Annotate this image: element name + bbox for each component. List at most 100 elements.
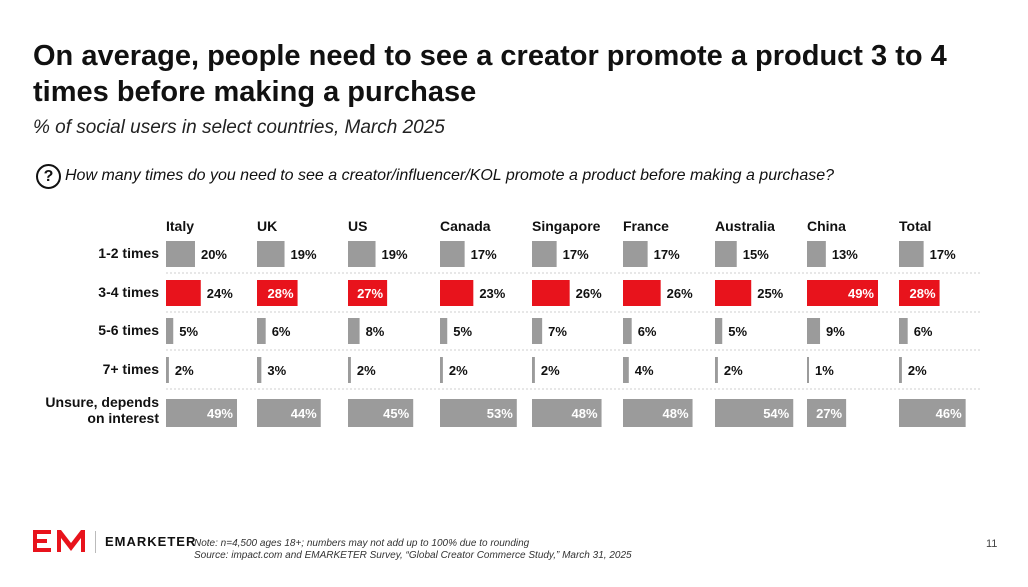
bar-value-label: 2% — [541, 363, 560, 378]
bar — [440, 241, 465, 267]
bar-value-label: 7% — [548, 324, 567, 339]
bar — [166, 399, 237, 427]
bar — [532, 399, 602, 427]
country-header: France — [623, 218, 669, 234]
row-label: 5-6 times — [98, 322, 159, 338]
footer-source: Source: impact.com and EMARKETER Survey,… — [194, 550, 632, 561]
bar-value-label: 6% — [272, 324, 291, 339]
row-label: 1-2 times — [98, 245, 159, 261]
bar-value-label: 15% — [743, 247, 769, 262]
footer-note: Note: n=4,500 ages 18+; numbers may not … — [194, 538, 530, 549]
bar — [623, 318, 632, 344]
bar — [440, 280, 474, 306]
bar — [532, 241, 557, 267]
bar — [807, 357, 809, 383]
bar-value-label: 28% — [268, 286, 294, 301]
bar — [532, 318, 543, 344]
bar-value-label: 49% — [207, 406, 233, 421]
country-header: US — [348, 218, 367, 234]
bar-value-label: 9% — [826, 324, 845, 339]
bar — [715, 241, 737, 267]
bar-value-label: 19% — [382, 247, 408, 262]
bar-value-label: 6% — [638, 324, 657, 339]
bar — [440, 399, 517, 427]
bar — [348, 399, 414, 427]
bar — [899, 357, 902, 383]
bar — [166, 318, 174, 344]
bar — [257, 241, 285, 267]
bar-value-label: 28% — [910, 286, 936, 301]
row-label: 7+ times — [103, 361, 160, 377]
bar-value-label: 1% — [815, 363, 834, 378]
bar-value-label: 2% — [724, 363, 743, 378]
bar-value-label: 46% — [936, 406, 962, 421]
bar — [257, 318, 266, 344]
bar-value-label: 5% — [453, 324, 472, 339]
bar-value-label: 44% — [291, 406, 317, 421]
bar-value-label: 26% — [667, 286, 693, 301]
bar-value-label: 48% — [663, 406, 689, 421]
bar-value-label: 17% — [471, 247, 497, 262]
bar — [623, 241, 648, 267]
bar — [623, 357, 629, 383]
footer-notes: Note: n=4,500 ages 18+; numbers may not … — [194, 538, 632, 562]
bar — [623, 399, 693, 427]
page-number: 11 — [986, 538, 998, 550]
chart-subtitle: % of social users in select countries, M… — [33, 117, 445, 138]
bar-chart-grid: Italy UK US Canada Singapore France Australia C… — [45, 218, 980, 427]
bar — [532, 357, 535, 383]
bar-value-label: 17% — [930, 247, 956, 262]
bar — [348, 241, 376, 267]
bar-value-label: 2% — [908, 363, 927, 378]
bar — [348, 280, 388, 306]
country-header: Total — [899, 218, 931, 234]
bar-value-label: 17% — [654, 247, 680, 262]
bar-value-label: 20% — [201, 247, 227, 262]
country-header: China — [807, 218, 846, 234]
logo-wordmark: EMARKETER — [105, 534, 197, 549]
bar — [623, 280, 661, 306]
bar-value-label: 3% — [267, 363, 286, 378]
country-header: Australia — [715, 218, 775, 234]
bar-value-label: 27% — [816, 406, 842, 421]
bar-value-label: 8% — [366, 324, 385, 339]
bar-value-label: 5% — [179, 324, 198, 339]
bar — [257, 280, 298, 306]
bar-value-label: 4% — [635, 363, 654, 378]
chart-title: On average, people need to see a creator… — [33, 40, 947, 108]
logo-divider — [95, 531, 96, 553]
bar-value-label: 24% — [207, 286, 233, 301]
bar-value-label: 27% — [357, 286, 383, 301]
bar-value-label: 2% — [449, 363, 468, 378]
bar — [715, 399, 794, 427]
question-circle-icon: ? — [36, 164, 61, 189]
bar — [807, 241, 826, 267]
bar — [532, 280, 570, 306]
bar — [166, 357, 169, 383]
bar-value-label: 13% — [832, 247, 858, 262]
bar-value-label: 2% — [175, 363, 194, 378]
bar — [715, 318, 723, 344]
bar — [807, 399, 847, 427]
country-header: Italy — [166, 218, 194, 234]
bar-value-label: 25% — [757, 286, 783, 301]
country-header: UK — [257, 218, 277, 234]
bar — [899, 399, 966, 427]
bar — [807, 280, 878, 306]
bar — [257, 357, 262, 383]
bar — [807, 318, 821, 344]
bar — [715, 357, 718, 383]
bar — [440, 357, 443, 383]
bar — [348, 357, 351, 383]
bar — [440, 318, 448, 344]
bar — [715, 280, 752, 306]
em-logo-mark — [33, 530, 85, 552]
country-header: Canada — [440, 218, 491, 234]
bar — [348, 318, 360, 344]
bar — [899, 318, 908, 344]
bar-value-label: 53% — [487, 406, 513, 421]
bar-value-label: 23% — [479, 286, 505, 301]
bar — [899, 241, 924, 267]
bar-value-label: 45% — [383, 406, 409, 421]
bar-value-label: 2% — [357, 363, 376, 378]
